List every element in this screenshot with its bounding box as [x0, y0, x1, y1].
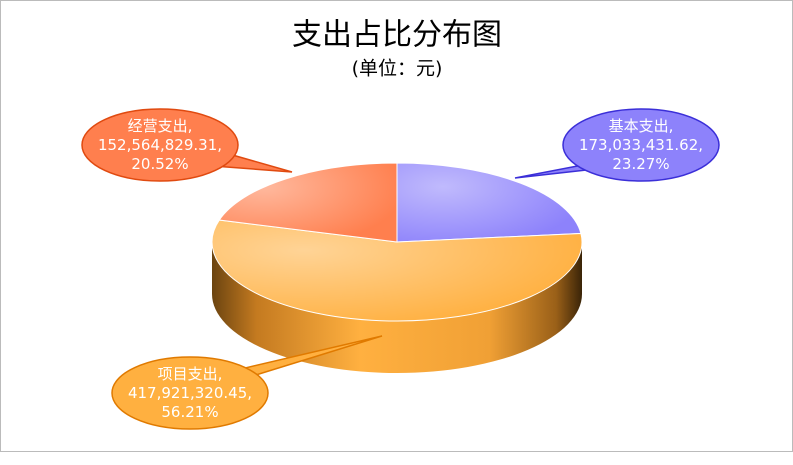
- label-separator: ,: [217, 136, 222, 154]
- label-line: 173,033,431.62: [579, 136, 698, 154]
- data-label: 经营支出, 152,564,829.31, 20.52%: [81, 108, 293, 182]
- label-line: 23.27%: [612, 155, 669, 173]
- slice-side: [212, 242, 582, 373]
- slice-shine: [219, 163, 397, 242]
- label-separator: ,: [669, 117, 674, 135]
- label-text: 经营支出, 152,564,829.31, 20.52%: [98, 117, 222, 173]
- label-separator: ,: [698, 136, 703, 154]
- label-line: 项目支出: [158, 365, 218, 383]
- label-text: 基本支出, 173,033,431.62, 23.27%: [579, 117, 703, 173]
- slice-shine: [397, 163, 581, 242]
- data-label: 项目支出, 417,921,320.45, 56.21%: [111, 335, 383, 430]
- label-line: 20.52%: [131, 155, 188, 173]
- data-label: 基本支出, 173,033,431.62, 23.27%: [514, 108, 720, 182]
- label-line: 152,564,829.31: [98, 136, 217, 154]
- label-text: 项目支出, 417,921,320.45, 56.21%: [128, 365, 252, 421]
- label-bubble: [81, 108, 239, 182]
- chart-title: 支出占比分布图: [292, 18, 502, 53]
- label-separator: ,: [218, 365, 223, 383]
- label-line: 417,921,320.45: [128, 384, 247, 402]
- label-bubble: [111, 356, 269, 430]
- label-bubble: [562, 108, 720, 182]
- label-line: 56.21%: [161, 403, 218, 421]
- chart-subtitle: (单位：元): [352, 58, 443, 80]
- slice-shine: [212, 220, 582, 321]
- label-line: 经营支出: [128, 117, 188, 135]
- label-separator: ,: [188, 117, 193, 135]
- label-line: 基本支出: [609, 117, 669, 135]
- label-separator: ,: [247, 384, 252, 402]
